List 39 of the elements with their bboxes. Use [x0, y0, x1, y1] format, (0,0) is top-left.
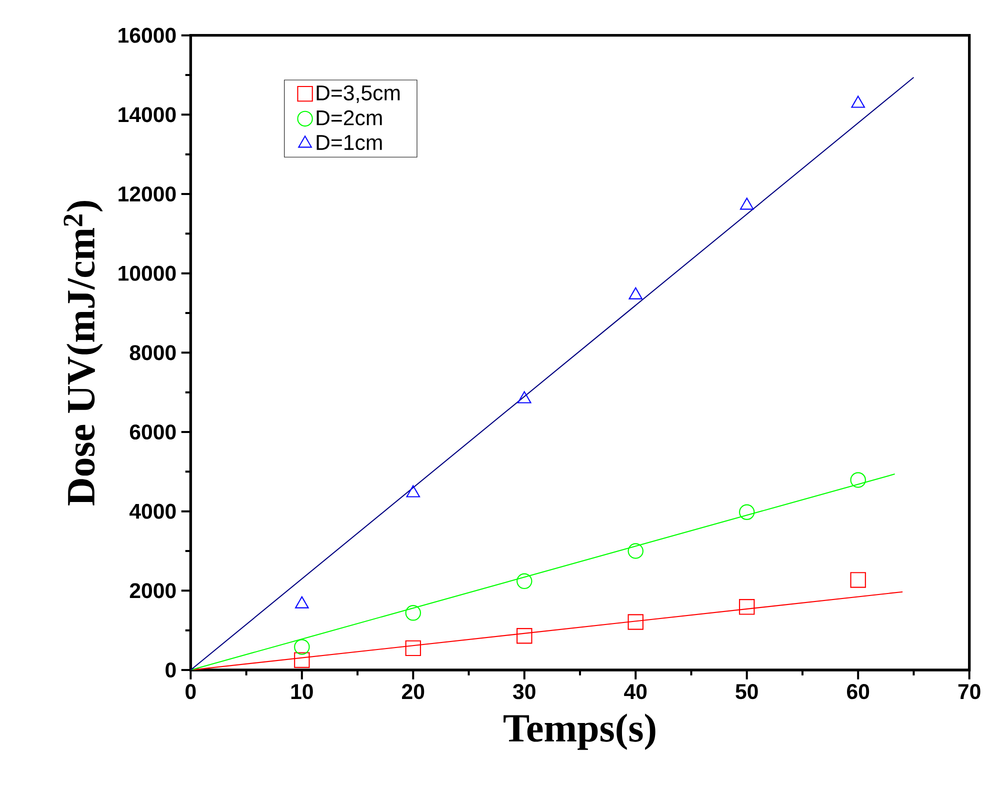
y-axis-title: Dose UV(mJ/cm$^{2}$)	[64, 201, 103, 506]
x-tick-label: 40	[624, 684, 647, 700]
y-tick-label: 12000	[118, 186, 176, 202]
y-tick-label: 14000	[118, 107, 176, 122]
point	[628, 543, 644, 559]
y-tick-label: 16000	[118, 28, 176, 43]
x-tick-label: 10	[291, 684, 313, 700]
point	[516, 573, 532, 590]
point	[851, 96, 865, 108]
point	[740, 198, 754, 210]
point	[405, 640, 422, 656]
point	[738, 599, 755, 615]
y-tick-label: 8000	[130, 345, 176, 360]
point	[516, 628, 532, 644]
point	[517, 391, 532, 404]
point	[850, 572, 866, 588]
x-tick-label: 30	[513, 684, 536, 700]
x-tick-label: 50	[736, 684, 758, 700]
point	[738, 504, 755, 520]
x-tick-label: 70	[958, 684, 980, 700]
y-tick-label: 6000	[130, 424, 176, 440]
point	[406, 485, 420, 498]
y-tick-label: 0	[166, 662, 176, 678]
point	[850, 472, 866, 488]
point	[628, 614, 644, 630]
point	[294, 639, 310, 655]
x-axis-title: Temps(s)	[504, 714, 656, 750]
point	[294, 652, 310, 668]
point	[405, 605, 422, 621]
x-tick-label: 0	[186, 684, 196, 700]
x-tick-label: 20	[402, 684, 424, 700]
y-tick-label: 4000	[129, 504, 176, 519]
legend-label: D=2cm	[316, 110, 382, 126]
legend-label: D=1cm	[316, 135, 382, 150]
y-tick-label: 10000	[118, 266, 176, 281]
legend-label: D=3,5cm	[316, 85, 400, 103]
x-tick-label: 60	[847, 684, 870, 700]
point	[628, 287, 643, 300]
y-tick-label: 2000	[130, 583, 176, 598]
